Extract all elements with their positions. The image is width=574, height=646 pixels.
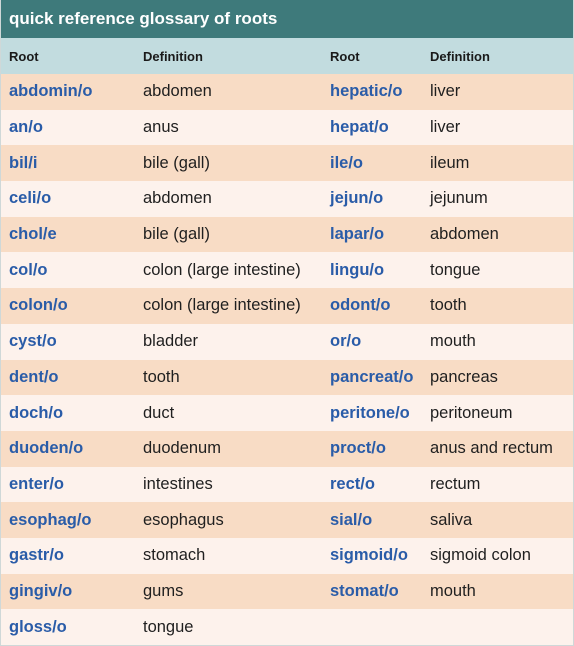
- root-term: doch/o: [9, 403, 64, 422]
- table-row: gastr/o stomach sigmoid/o sigmoid colon: [1, 537, 573, 574]
- root-definition: tooth: [143, 367, 180, 386]
- root-definition: tooth: [430, 296, 467, 315]
- root-definition: duodenum: [143, 439, 221, 458]
- root-term: col/o: [9, 260, 48, 279]
- root-definition: abdomen: [430, 225, 499, 244]
- root-definition: mouth: [430, 332, 476, 351]
- glossary-title: quick reference glossary of roots: [1, 0, 573, 38]
- root-definition: esophagus: [143, 510, 224, 529]
- table-row: abdomin/o abdomen hepatic/o liver: [1, 74, 573, 110]
- table-row: gingiv/o gums stomat/o mouth: [1, 573, 573, 610]
- root-definition: tongue: [430, 260, 481, 279]
- root-definition: bile (gall): [143, 153, 210, 172]
- root-term: peritone/o: [330, 403, 410, 422]
- root-term: enter/o: [9, 474, 65, 493]
- root-definition: liver: [430, 82, 461, 101]
- root-definition: duct: [143, 403, 175, 422]
- root-definition: colon (large intestine): [143, 296, 301, 315]
- root-term: chol/e: [9, 225, 57, 244]
- root-definition: jejunum: [430, 189, 488, 208]
- root-definition: gums: [143, 581, 184, 600]
- root-term: abdomin/o: [9, 82, 93, 101]
- root-term: hepatic/o: [330, 82, 403, 101]
- root-term: gloss/o: [9, 617, 67, 636]
- table-row: celi/o abdomen jejun/o jejunum: [1, 181, 573, 217]
- table-row: chol/e bile (gall) lapar/o abdomen: [1, 216, 573, 253]
- root-term: celi/o: [9, 189, 52, 208]
- root-term: an/o: [9, 118, 43, 137]
- header-definition-right: Definition: [430, 48, 490, 64]
- root-term: esophag/o: [9, 510, 92, 529]
- root-term: cyst/o: [9, 332, 57, 351]
- root-term: hepat/o: [330, 118, 389, 137]
- header-root-left: Root: [9, 48, 39, 64]
- table-row: gloss/o tongue: [1, 609, 573, 645]
- table-row: dent/o tooth pancreat/o pancreas: [1, 359, 573, 396]
- root-term: bil/i: [9, 153, 38, 172]
- root-term: gastr/o: [9, 546, 65, 565]
- root-definition: [422, 609, 573, 645]
- table-row: cyst/o bladder or/o mouth: [1, 323, 573, 360]
- root-definition: anus: [143, 118, 179, 137]
- root-term: [322, 609, 422, 645]
- table-row: bil/i bile (gall) ile/o ileum: [1, 145, 573, 182]
- root-term: pancreat/o: [330, 367, 414, 386]
- root-term: sigmoid/o: [330, 546, 408, 565]
- table-row: colon/o colon (large intestine) odont/o …: [1, 288, 573, 324]
- table-row: duoden/o duodenum proct/o anus and rectu…: [1, 430, 573, 467]
- root-definition: stomach: [143, 546, 206, 565]
- root-term: proct/o: [330, 439, 386, 458]
- root-definition: liver: [430, 118, 461, 137]
- root-definition: mouth: [430, 581, 476, 600]
- glossary-table: Root Definition Root Definition abdomin/…: [1, 38, 573, 645]
- table-row: enter/o intestines rect/o rectum: [1, 466, 573, 503]
- root-term: rect/o: [330, 474, 375, 493]
- root-term: sial/o: [330, 510, 373, 529]
- root-term: or/o: [330, 332, 362, 351]
- root-term: lapar/o: [330, 225, 385, 244]
- root-definition: anus and rectum: [430, 439, 553, 458]
- root-definition: intestines: [143, 474, 213, 493]
- root-definition: abdomen: [143, 189, 212, 208]
- root-definition: pancreas: [430, 367, 498, 386]
- header-definition-left: Definition: [143, 48, 203, 64]
- root-definition: bladder: [143, 332, 199, 351]
- root-term: jejun/o: [330, 189, 384, 208]
- root-definition: tongue: [143, 617, 194, 636]
- root-term: ile/o: [330, 153, 364, 172]
- root-definition: abdomen: [143, 82, 212, 101]
- root-definition: peritoneum: [430, 403, 513, 422]
- root-term: colon/o: [9, 296, 68, 315]
- table-header-row: Root Definition Root Definition: [1, 38, 573, 74]
- root-term: dent/o: [9, 367, 59, 386]
- table-row: doch/o duct peritone/o peritoneum: [1, 395, 573, 431]
- root-term: duoden/o: [9, 439, 84, 458]
- root-definition: colon (large intestine): [143, 260, 301, 279]
- table-row: col/o colon (large intestine) lingu/o to…: [1, 252, 573, 289]
- table-row: esophag/o esophagus sial/o saliva: [1, 502, 573, 538]
- header-root-right: Root: [330, 48, 360, 64]
- root-definition: rectum: [430, 474, 481, 493]
- root-term: lingu/o: [330, 260, 385, 279]
- table-row: an/o anus hepat/o liver: [1, 109, 573, 146]
- root-definition: ileum: [430, 153, 470, 172]
- root-term: gingiv/o: [9, 581, 73, 600]
- root-definition: saliva: [430, 510, 473, 529]
- root-term: odont/o: [330, 296, 391, 315]
- root-term: stomat/o: [330, 581, 399, 600]
- root-definition: sigmoid colon: [430, 546, 531, 565]
- root-definition: bile (gall): [143, 225, 210, 244]
